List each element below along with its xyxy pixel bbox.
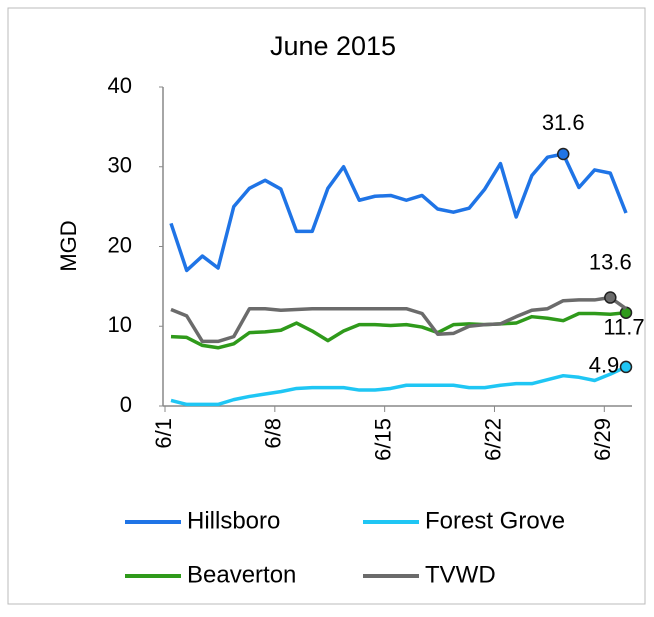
y-tick-label: 20 (108, 232, 132, 257)
x-tick-label: 6/1 (151, 418, 176, 449)
point-marker (619, 360, 633, 374)
legend-label: Beaverton (187, 561, 296, 588)
y-axis-label: MGD (56, 220, 81, 271)
legend-label: Forest Grove (425, 507, 565, 534)
legend-label: Hillsboro (187, 507, 280, 534)
point-marker (556, 147, 570, 161)
x-tick-label: 6/8 (261, 418, 286, 449)
y-tick-label: 0 (120, 392, 132, 417)
point-marker (604, 291, 617, 304)
chart-title: June 2015 (270, 31, 396, 61)
x-tick-label: 6/15 (370, 418, 395, 461)
y-tick-label: 40 (108, 73, 132, 98)
series-line (170, 365, 627, 407)
data-label: 31.6 (542, 110, 585, 135)
x-tick-label: 6/29 (590, 418, 615, 461)
chart-border (7, 7, 646, 605)
data-label: 11.7 (603, 315, 644, 340)
series-line (170, 295, 628, 344)
legend-label: TVWD (425, 561, 496, 588)
data-label: 13.6 (589, 249, 632, 274)
y-tick-label: 30 (108, 153, 132, 178)
y-tick-label: 10 (108, 312, 132, 337)
x-tick-label: 6/22 (480, 418, 505, 461)
data-label: 4.9 (589, 353, 620, 378)
series-line (169, 152, 628, 273)
series-line (170, 310, 627, 350)
